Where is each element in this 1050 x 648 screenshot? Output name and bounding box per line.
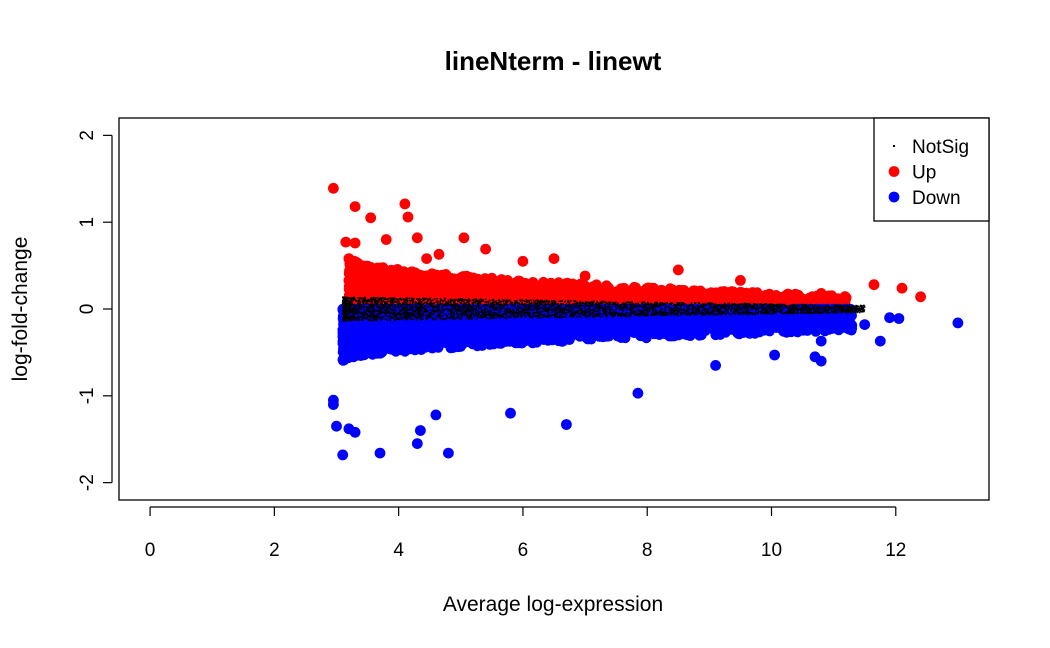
up-point	[468, 287, 479, 298]
up-point	[588, 290, 599, 302]
up-point	[455, 274, 466, 285]
up-point	[761, 291, 772, 302]
up-point	[711, 293, 723, 304]
up-point	[358, 272, 370, 283]
up-point	[404, 269, 416, 280]
up-point	[418, 270, 429, 282]
up-point	[723, 288, 734, 300]
up-point	[686, 290, 697, 301]
up-point	[402, 282, 413, 294]
up-point	[441, 270, 452, 281]
up-point	[664, 285, 675, 296]
up-point	[486, 274, 497, 286]
up-point	[745, 288, 757, 300]
up-point	[442, 283, 453, 294]
plot-area	[328, 182, 964, 461]
up-point	[375, 277, 386, 289]
up-point	[805, 294, 817, 306]
up-point	[526, 282, 537, 293]
up-point	[358, 279, 369, 291]
up-point	[430, 292, 441, 303]
up-point	[496, 279, 508, 290]
up-point	[591, 279, 602, 290]
up-point	[542, 279, 554, 290]
up-point	[577, 282, 589, 294]
up-point	[569, 285, 580, 296]
up-point	[484, 288, 495, 300]
up-point	[639, 292, 650, 303]
up-point	[613, 285, 624, 297]
up-point	[378, 288, 390, 299]
up-point	[429, 284, 440, 295]
up-point	[630, 282, 641, 293]
up-point	[826, 290, 837, 301]
up-point	[558, 280, 569, 291]
up-point	[392, 270, 403, 282]
up-point	[476, 275, 487, 287]
chart-title: lineNterm - linewt	[445, 46, 662, 76]
up-point	[426, 268, 438, 279]
up-point	[793, 289, 804, 301]
up-point	[509, 278, 520, 289]
up-point	[413, 280, 424, 291]
